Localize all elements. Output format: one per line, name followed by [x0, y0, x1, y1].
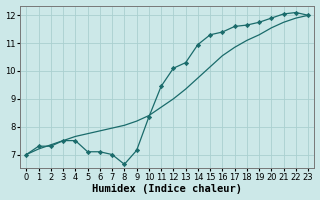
X-axis label: Humidex (Indice chaleur): Humidex (Indice chaleur)	[92, 184, 242, 194]
